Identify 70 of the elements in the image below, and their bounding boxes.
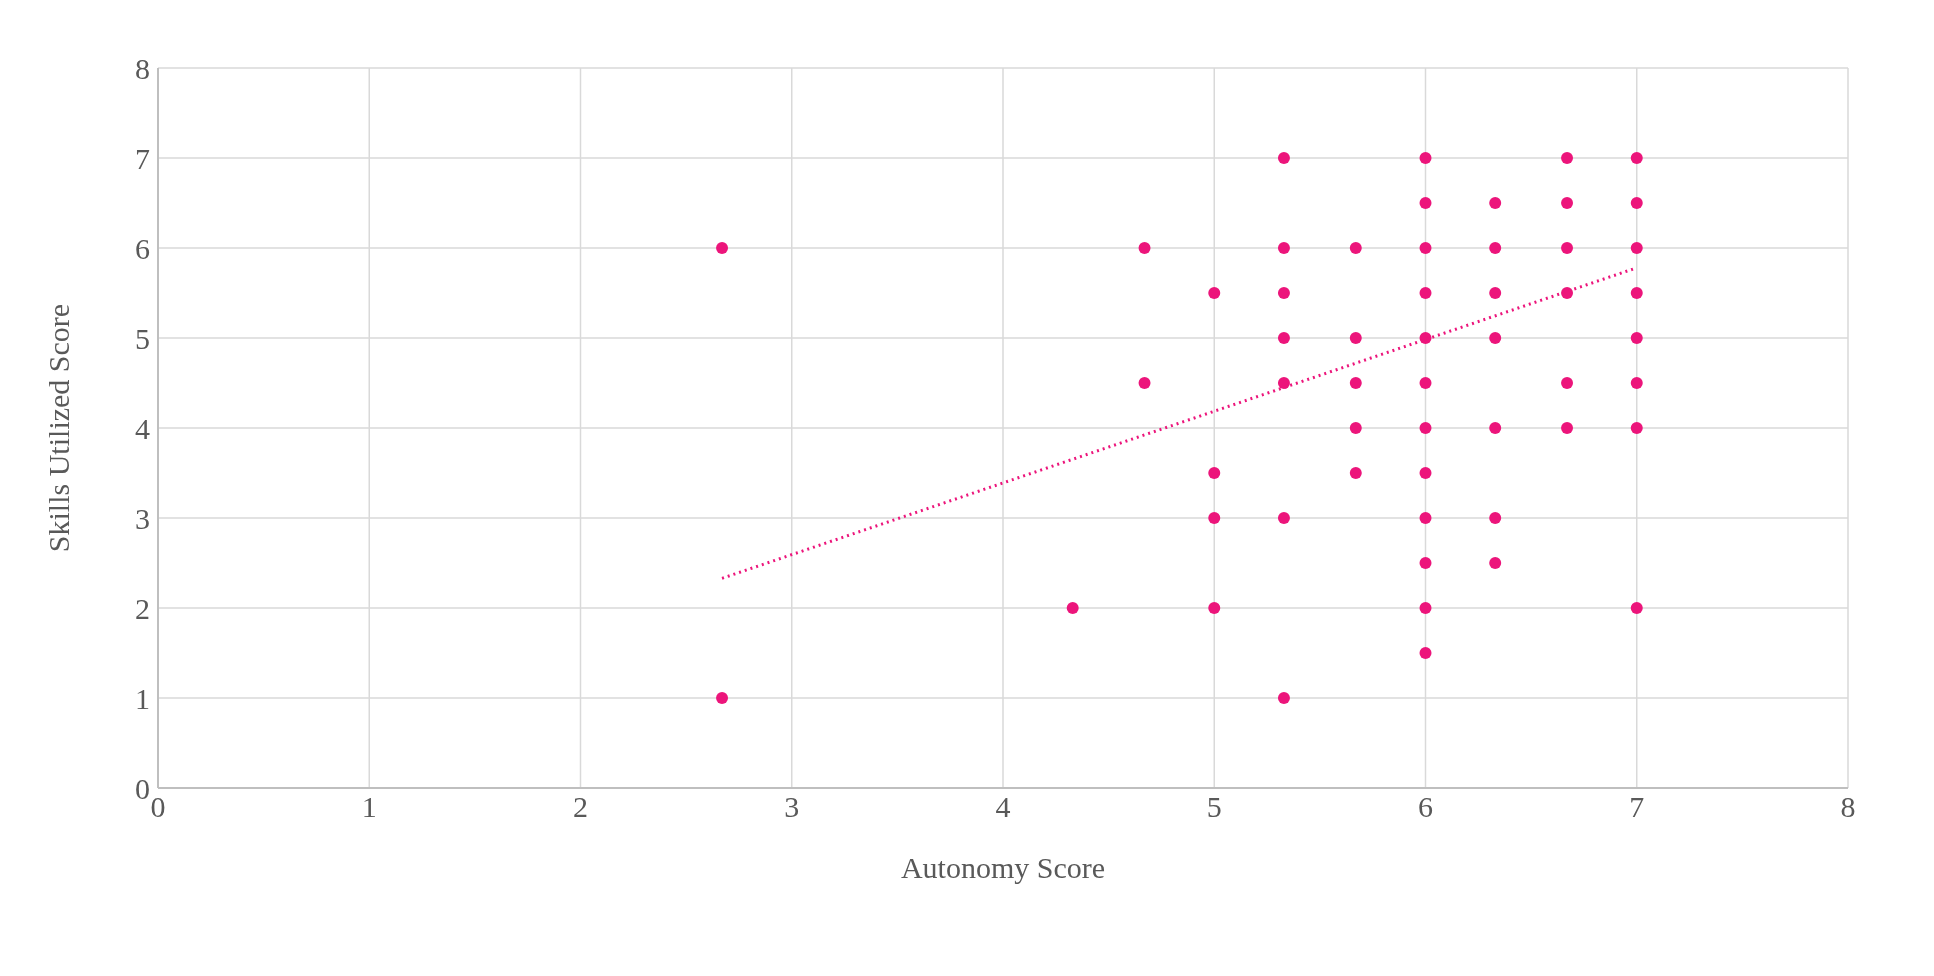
point <box>1489 197 1502 209</box>
point <box>1489 557 1502 569</box>
y-tick-label: 8 <box>135 51 150 85</box>
x-tick-label: 6 <box>1418 790 1433 824</box>
point <box>1630 422 1643 434</box>
point <box>1277 242 1290 254</box>
y-tick-label: 2 <box>135 591 150 625</box>
point <box>1277 512 1290 524</box>
y-tick-label: 4 <box>135 411 150 445</box>
point <box>1208 512 1221 524</box>
y-tick-label: 1 <box>135 681 150 715</box>
x-tick-label: 4 <box>995 790 1011 824</box>
point <box>1277 377 1290 389</box>
point <box>1277 287 1290 299</box>
point <box>1419 467 1432 479</box>
point <box>1419 197 1432 209</box>
point <box>716 692 729 704</box>
point <box>1419 242 1432 254</box>
point <box>1561 242 1574 254</box>
point <box>1419 287 1432 299</box>
point <box>1630 377 1643 389</box>
point <box>1630 287 1643 299</box>
point <box>1489 332 1502 344</box>
point <box>1419 602 1432 614</box>
x-tick-label: 5 <box>1206 790 1222 824</box>
point <box>716 242 729 254</box>
y-tick-label: 7 <box>135 141 150 175</box>
point <box>1349 242 1362 254</box>
x-tick-label: 7 <box>1629 790 1645 824</box>
point <box>1630 242 1643 254</box>
point <box>1630 602 1643 614</box>
point <box>1277 152 1290 164</box>
x-tick-label: 2 <box>573 790 588 824</box>
y-axis-title: Skills Utilized Score <box>41 303 75 553</box>
point <box>1419 152 1432 164</box>
x-axis-title: Autonomy Score <box>900 851 1106 884</box>
point <box>1208 287 1221 299</box>
point <box>1349 422 1362 434</box>
point <box>1419 512 1432 524</box>
point <box>1419 377 1432 389</box>
point <box>1138 242 1151 254</box>
point <box>1138 377 1151 389</box>
point <box>1489 287 1502 299</box>
x-tick-label: 3 <box>784 790 800 824</box>
y-tick-label: 6 <box>135 231 150 265</box>
point <box>1561 197 1574 209</box>
point <box>1561 152 1574 164</box>
point <box>1349 377 1362 389</box>
point <box>1208 602 1221 614</box>
point <box>1630 197 1643 209</box>
y-tick-label: 5 <box>135 321 150 355</box>
x-tick-label: 8 <box>1840 790 1856 824</box>
point <box>1419 557 1432 569</box>
point <box>1419 422 1432 434</box>
point <box>1489 242 1502 254</box>
point <box>1489 422 1502 434</box>
x-tick-label: 1 <box>361 790 377 824</box>
y-tick-label: 3 <box>135 501 150 535</box>
point <box>1208 467 1221 479</box>
point <box>1419 647 1432 659</box>
point <box>1277 692 1290 704</box>
point <box>1561 377 1574 389</box>
point <box>1489 512 1502 524</box>
point <box>1630 152 1643 164</box>
point <box>1349 467 1362 479</box>
point <box>1630 332 1643 344</box>
point <box>1561 422 1574 434</box>
point <box>1277 332 1290 344</box>
point <box>1066 602 1079 614</box>
point <box>1349 332 1362 344</box>
